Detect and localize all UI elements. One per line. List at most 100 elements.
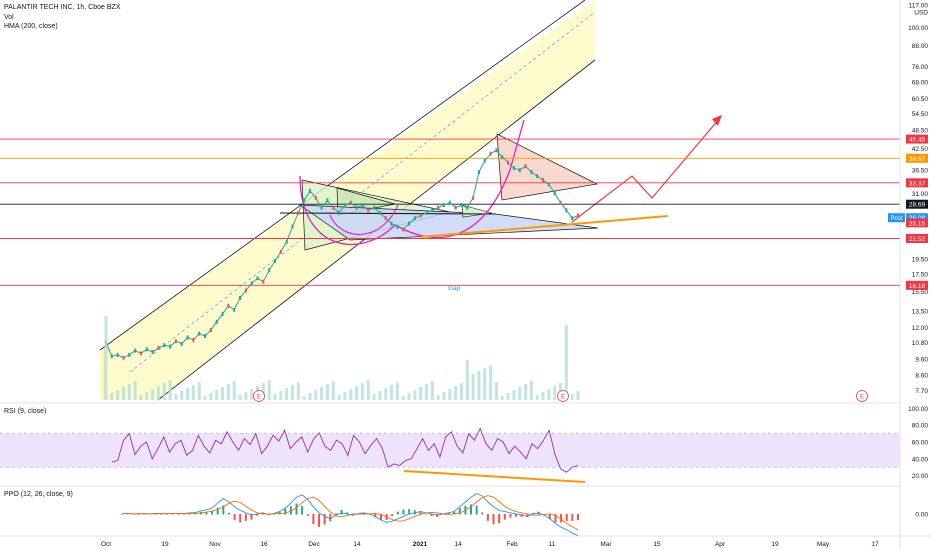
price-tick-label: 100.00 — [908, 25, 928, 32]
volume-bar — [477, 371, 481, 400]
volume-bar — [296, 382, 300, 400]
price-candle — [367, 208, 370, 213]
price-candle — [303, 198, 306, 203]
volume-bar — [378, 391, 382, 400]
price-candle — [332, 205, 335, 210]
ppo-histogram-bar — [295, 503, 298, 515]
legend-hma[interactable]: HMA (200, close) — [4, 22, 58, 31]
price-tick-label: 88.00 — [912, 43, 929, 50]
ppo-histogram-bar — [177, 514, 180, 515]
rsi-tick-label: 80.00 — [912, 423, 929, 430]
price-candle — [151, 350, 154, 355]
orange-trendline[interactable] — [419, 215, 669, 238]
projection-path[interactable] — [571, 117, 721, 223]
volume-bar — [390, 385, 394, 400]
price-line — [105, 149, 579, 359]
price-candle — [390, 221, 393, 226]
time-axis[interactable]: Oct 19 Nov 16 Dec 14 2021 14 Feb 11 Mar 15 Apr 19 May 1… — [101, 541, 879, 548]
ppo-histogram-bar — [334, 513, 337, 515]
price-candle — [116, 352, 119, 357]
price-candle — [373, 205, 376, 210]
volume-bar — [436, 395, 440, 400]
volume-bar — [454, 386, 458, 400]
channel-upper-line[interactable] — [99, 0, 586, 351]
price-candle — [442, 203, 445, 208]
price-label-box — [906, 199, 928, 209]
earnings-marker[interactable] — [253, 390, 265, 402]
ppo-histogram-bar — [318, 514, 321, 527]
volume-bar — [529, 381, 533, 400]
ppo-histogram-bar — [565, 514, 568, 521]
rsi-line — [111, 427, 579, 473]
legend-symbol[interactable]: PALANTIR TECH INC, 1h, Cboe BZX — [4, 3, 120, 12]
volume-bar — [442, 392, 446, 400]
ppo-histogram-bar — [301, 506, 304, 515]
price-candle — [139, 351, 142, 356]
ppo-histogram-bar — [182, 513, 185, 515]
rsi-tick-label: 40.00 — [912, 456, 929, 463]
price-tick-label: 9.60 — [915, 357, 928, 364]
volume-bar — [174, 394, 178, 400]
volume-bar — [500, 396, 504, 400]
time-tick-label: Apr — [715, 541, 726, 548]
ppo-histogram-bar — [233, 514, 236, 521]
volume-bar — [553, 386, 557, 400]
price-candle — [425, 210, 428, 215]
price-tick-label: 68.00 — [912, 80, 929, 87]
arrow-head — [712, 115, 722, 126]
price-tick-label: 13.50 — [912, 308, 929, 315]
ppo-histogram-bar — [329, 514, 332, 522]
ppo-series — [121, 493, 579, 537]
volume-bar — [331, 381, 335, 400]
volume-bar — [209, 393, 213, 400]
volume-bar — [186, 388, 190, 400]
price-candle — [355, 205, 358, 210]
channel-mid-line[interactable] — [129, 11, 596, 373]
volume-bar — [127, 384, 131, 400]
price-tick-label: 17.50 — [912, 272, 929, 279]
price-candle — [204, 334, 207, 339]
price-candle — [431, 208, 434, 213]
price-candle — [460, 203, 463, 208]
legend-ppo-label: PPO (12, 26, close, 9) — [4, 491, 73, 498]
rsi-divergence-line[interactable] — [403, 470, 586, 483]
time-tick-label: Mar — [600, 541, 612, 548]
price-candle — [501, 155, 504, 160]
ppo-histogram-bar — [374, 514, 377, 518]
ppo-histogram-bar — [363, 512, 366, 515]
price-label-text: 28.69 — [909, 202, 926, 209]
price-label-box — [906, 178, 928, 188]
volume-bar — [360, 383, 364, 400]
price-candle — [495, 148, 498, 153]
price-candle — [268, 268, 271, 273]
rsi-tick-label: 60.00 — [912, 439, 929, 446]
price-tick-label: 8.60 — [915, 372, 928, 379]
price-candle — [285, 239, 288, 244]
price-candle — [547, 182, 550, 187]
price-tick-label: 42.50 — [912, 146, 929, 153]
triangle-peach[interactable] — [496, 133, 599, 201]
legend-ppo[interactable]: PPO (12, 26, close, 9) — [4, 490, 73, 499]
ppo-histogram-bar — [227, 512, 230, 515]
price-candle — [477, 170, 480, 175]
price-candle — [553, 191, 556, 196]
price-candle — [542, 178, 545, 183]
price-tick-label: 12.00 — [912, 325, 929, 332]
volume-bar — [226, 384, 230, 400]
ppo-histogram-bar — [222, 505, 225, 515]
volume-bar — [459, 383, 463, 400]
neckline[interactable] — [279, 212, 497, 215]
price-label-box — [906, 213, 928, 223]
price-candle — [419, 213, 422, 218]
ppo-histogram-bar — [121, 514, 123, 515]
volume-bar — [325, 384, 329, 400]
earnings-marker[interactable] — [856, 390, 868, 402]
volume-bar — [250, 389, 254, 400]
volume-bar — [285, 388, 289, 400]
price-label-text: 25.15 — [909, 220, 926, 227]
legend-rsi[interactable]: RSI (9, close) — [4, 407, 46, 416]
legend-volume[interactable]: Vol — [4, 13, 14, 22]
earnings-marker[interactable] — [557, 390, 569, 402]
